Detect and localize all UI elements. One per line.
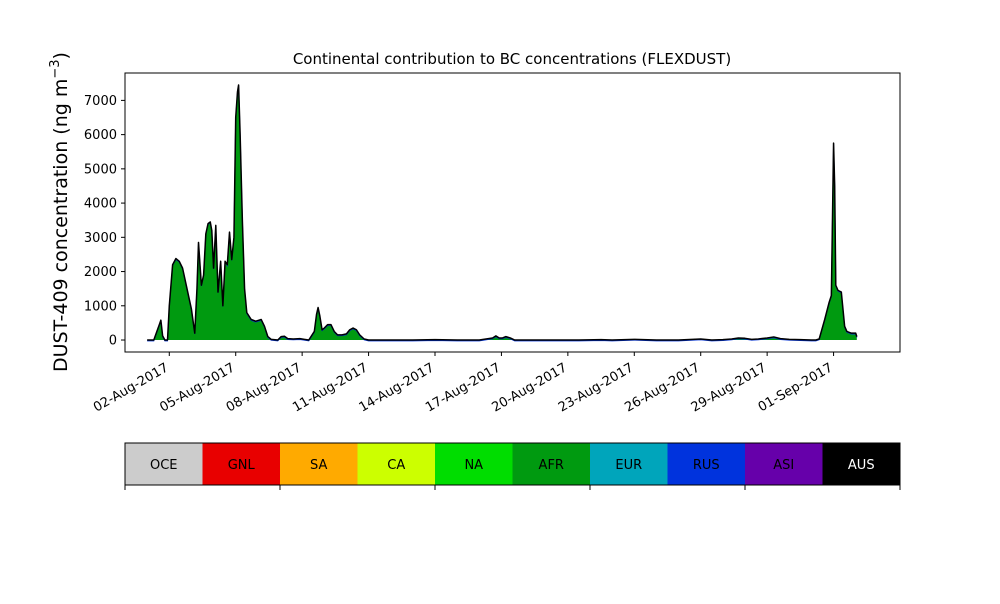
legend-label-aus: AUS bbox=[848, 458, 875, 473]
x-tick-label: 29-Aug-2017 bbox=[689, 360, 769, 415]
legend-label-gnl: GNL bbox=[228, 458, 256, 473]
y-tick-label: 0 bbox=[109, 334, 117, 349]
y-axis-label-sup: −3 bbox=[48, 59, 63, 78]
y-tick-label: 6000 bbox=[84, 128, 117, 143]
legend-swatch-gnl bbox=[202, 443, 280, 485]
legend-label-afr: AFR bbox=[539, 458, 564, 473]
legend-swatch-aus bbox=[822, 443, 900, 485]
series-line-rus bbox=[147, 85, 858, 342]
legend-label-asi: ASI bbox=[773, 458, 794, 473]
y-axis-label: DUST-409 concentration (ng m−3) bbox=[48, 52, 72, 372]
legend-label-ca: CA bbox=[387, 458, 405, 473]
y-tick-label: 1000 bbox=[84, 299, 117, 314]
x-tick-label: 01-Sep-2017 bbox=[756, 360, 836, 415]
legend-swatch-eur bbox=[590, 443, 668, 485]
legend-swatch-sa bbox=[280, 443, 358, 485]
plot-frame bbox=[124, 72, 901, 353]
series-area-afr bbox=[147, 84, 857, 341]
series-line-total bbox=[147, 84, 858, 341]
y-axis: 0 1000 2000 3000 4000 5000 6000 7000 bbox=[84, 94, 125, 349]
y-axis-label-tail: ) bbox=[50, 52, 72, 59]
legend-colorbar: OCE GNL SA CA NA AFR EUR RUS ASI AUS bbox=[124, 442, 901, 490]
legend-swatch-oce bbox=[125, 443, 203, 485]
legend-swatch-asi bbox=[745, 443, 823, 485]
y-tick-label: 4000 bbox=[84, 197, 117, 212]
legend-label-oce: OCE bbox=[150, 458, 178, 473]
legend-frame bbox=[124, 442, 901, 486]
y-tick-label: 5000 bbox=[84, 162, 117, 177]
legend-label-sa: SA bbox=[310, 458, 327, 473]
legend-swatch-ca bbox=[357, 443, 435, 485]
legend-label-rus: RUS bbox=[693, 458, 720, 473]
chart-title: Continental contribution to BC concentra… bbox=[293, 50, 731, 68]
y-tick-label: 2000 bbox=[84, 265, 117, 280]
legend-swatch-rus bbox=[667, 443, 745, 485]
y-axis-label-main: DUST-409 concentration (ng m bbox=[50, 79, 72, 372]
legend-swatch-na bbox=[435, 443, 513, 485]
x-axis: 02-Aug-201705-Aug-201708-Aug-201711-Aug-… bbox=[91, 352, 836, 416]
legend-label-eur: EUR bbox=[615, 458, 642, 473]
y-tick-label: 7000 bbox=[84, 94, 117, 109]
legend-swatch-afr bbox=[512, 443, 590, 485]
y-tick-label: 3000 bbox=[84, 231, 117, 246]
legend-label-na: NA bbox=[464, 458, 483, 473]
plot-area bbox=[124, 72, 901, 353]
